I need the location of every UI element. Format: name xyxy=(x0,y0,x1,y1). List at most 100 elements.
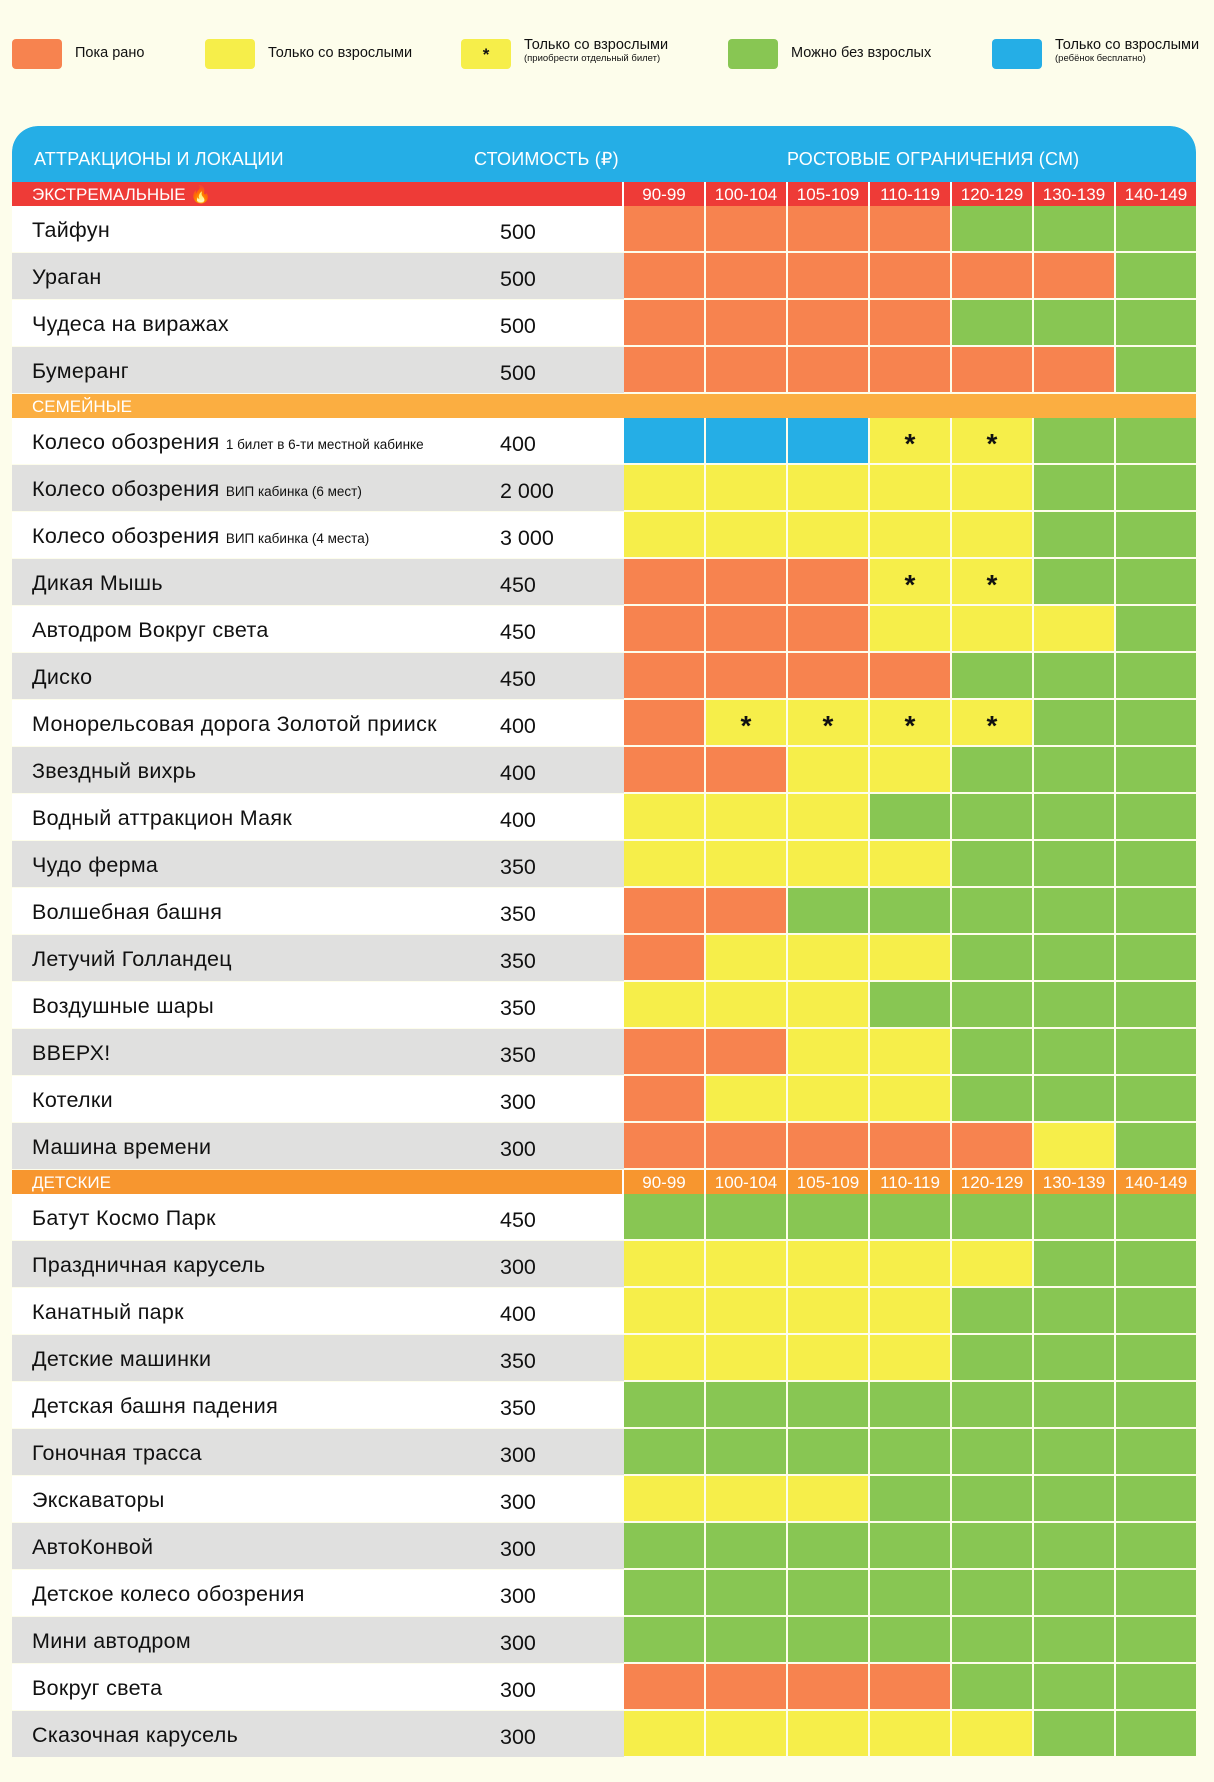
height-cell xyxy=(706,1570,786,1615)
legend-swatch xyxy=(992,39,1042,69)
height-cell xyxy=(706,1194,786,1239)
attraction-price: 500 xyxy=(500,361,536,385)
height-cell xyxy=(870,1029,950,1074)
height-cell xyxy=(1034,1476,1114,1521)
height-cell xyxy=(952,1523,1032,1568)
attraction-name-text: Летучий Голландец xyxy=(32,947,232,971)
attraction-name: Детская башня падения xyxy=(32,1382,278,1430)
row-background xyxy=(12,1711,624,1757)
height-cell xyxy=(624,512,704,557)
table-header: АТТРАКЦИОНЫ И ЛОКАЦИИ СТОИМОСТЬ (₽) РОСТ… xyxy=(12,126,1196,182)
row-background xyxy=(12,1123,624,1169)
height-cell xyxy=(1116,253,1196,298)
asterisk-icon: * xyxy=(740,710,752,741)
height-cell xyxy=(1034,1664,1114,1709)
attraction-price: 300 xyxy=(500,1584,536,1608)
attraction-name-text: Воздушные шары xyxy=(32,994,215,1018)
height-cell xyxy=(706,559,786,604)
height-cell: * xyxy=(706,700,786,745)
height-cell xyxy=(788,935,868,980)
height-cell xyxy=(788,512,868,557)
attraction-price: 350 xyxy=(500,855,536,879)
attraction-name: Колесо обозрения 1 билет в 6-ти местной … xyxy=(32,418,424,469)
table-row: Детские машинки 350 xyxy=(12,1335,1196,1382)
height-cell xyxy=(788,1288,868,1333)
attraction-price: 450 xyxy=(500,667,536,691)
attraction-price: 300 xyxy=(500,1255,536,1279)
attraction-name-text: Чудо ферма xyxy=(32,853,159,877)
height-range-label: 100-104 xyxy=(714,185,778,204)
height-cell xyxy=(624,1029,704,1074)
height-cell xyxy=(624,982,704,1027)
attraction-price: 400 xyxy=(500,714,536,738)
attraction-name: ВВЕРХ! xyxy=(32,1029,111,1077)
height-cell xyxy=(788,559,868,604)
height-range-label: 130-139 xyxy=(1042,1173,1106,1192)
attraction-price: 350 xyxy=(500,996,536,1020)
attraction-name-text: Диско xyxy=(32,665,93,689)
asterisk-icon: * xyxy=(986,569,998,600)
height-cell: * xyxy=(870,418,950,463)
height-cell xyxy=(624,747,704,792)
table-row: Ураган 500 xyxy=(12,253,1196,300)
attraction-name: Детские машинки xyxy=(32,1335,211,1383)
height-cell xyxy=(624,1664,704,1709)
column-divider xyxy=(622,1170,624,1194)
asterisk-icon: * xyxy=(986,428,998,459)
height-cell xyxy=(1034,1382,1114,1427)
attraction-price: 350 xyxy=(500,949,536,973)
height-cell xyxy=(624,418,704,463)
attraction-price: 400 xyxy=(500,1302,536,1326)
attraction-name: Праздничная карусель xyxy=(32,1241,265,1289)
height-cell xyxy=(706,1241,786,1286)
attraction-price: 500 xyxy=(500,267,536,291)
height-cell xyxy=(624,935,704,980)
height-range-label: 105-109 xyxy=(796,185,860,204)
table-row: Волшебная башня 350 xyxy=(12,888,1196,935)
height-cell xyxy=(952,1664,1032,1709)
attraction-name-text: Канатный парк xyxy=(32,1300,184,1324)
height-cell xyxy=(1116,465,1196,510)
attraction-name-text: ВВЕРХ! xyxy=(32,1041,111,1065)
height-cell: * xyxy=(952,700,1032,745)
section-header-family: СЕМЕЙНЫЕ xyxy=(12,394,1196,418)
height-cell xyxy=(788,206,868,251)
row-background xyxy=(12,841,624,887)
table-row: Колесо обозрения 1 билет в 6-ти местной … xyxy=(12,418,1196,465)
attraction-price: 350 xyxy=(500,1043,536,1067)
table-row: ВВЕРХ! 350 xyxy=(12,1029,1196,1076)
height-cell xyxy=(706,1076,786,1121)
height-cell xyxy=(788,1617,868,1662)
attraction-price: 300 xyxy=(500,1725,536,1749)
height-cell xyxy=(706,206,786,251)
attraction-name: Бумеранг xyxy=(32,347,129,395)
attraction-name-text: Автодром Вокруг света xyxy=(32,618,269,642)
height-cell xyxy=(706,253,786,298)
asterisk-icon: * xyxy=(904,569,916,600)
table-row: Бумеранг 500 xyxy=(12,347,1196,394)
height-cell xyxy=(1116,1523,1196,1568)
height-cell xyxy=(788,253,868,298)
height-range-label: 90-99 xyxy=(642,1173,686,1192)
attraction-name-text: Колесо обозрения xyxy=(32,477,220,501)
height-cell xyxy=(624,1476,704,1521)
height-cell xyxy=(706,653,786,698)
table-row: Водный аттракцион Маяк 400 xyxy=(12,794,1196,841)
height-cell xyxy=(952,606,1032,651)
height-cell xyxy=(1034,653,1114,698)
row-background xyxy=(12,300,624,346)
attraction-name: Чудо ферма xyxy=(32,841,158,889)
legend-label: Пока рано xyxy=(75,45,145,61)
attraction-name: Машина времени xyxy=(32,1123,211,1171)
height-cell xyxy=(870,1194,950,1239)
height-cell xyxy=(952,1570,1032,1615)
height-cell xyxy=(788,982,868,1027)
attraction-name: АвтоКонвой xyxy=(32,1523,153,1571)
height-cell xyxy=(624,1241,704,1286)
table-row: Гоночная трасса 300 xyxy=(12,1429,1196,1476)
legend-swatch xyxy=(12,39,62,69)
legend-label: Можно без взрослых xyxy=(791,45,932,61)
height-cell xyxy=(788,1476,868,1521)
height-cell: * xyxy=(952,418,1032,463)
attraction-name: Детское колесо обозрения xyxy=(32,1570,305,1618)
